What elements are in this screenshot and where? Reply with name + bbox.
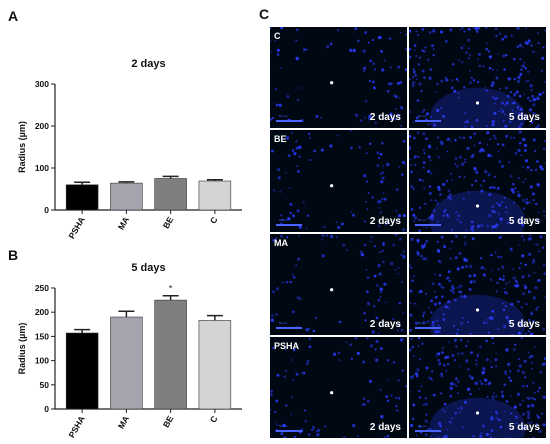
y-tick-label: 0 <box>44 404 49 414</box>
micrograph-ma-5d: 5 days 50 µm <box>409 233 546 335</box>
y-tick-label: 0 <box>44 205 49 215</box>
center-marker <box>330 184 334 188</box>
chart-title: 5 days <box>131 262 165 274</box>
panel-label-b: B <box>8 247 19 263</box>
y-axis-label: Radius (µm) <box>17 121 27 173</box>
cell-nuclei-image <box>409 27 546 129</box>
row-label-be: BE <box>274 134 287 145</box>
cell-nuclei-image <box>271 130 407 232</box>
row-label-c: C <box>274 31 281 41</box>
y-tick-label: 200 <box>35 307 49 317</box>
y-tick-label: 300 <box>35 79 49 89</box>
scale-bar <box>276 326 302 329</box>
row-label-psha: PSHA <box>274 340 300 351</box>
micrograph-psha-2d: PSHA 2 days 50 µm <box>270 336 407 438</box>
bar-ma <box>110 182 143 211</box>
time-label: 5 days <box>508 215 540 227</box>
x-tick-label-c: C <box>208 215 220 225</box>
time-label: 5 days <box>508 422 540 433</box>
cell-nuclei-image <box>270 233 406 334</box>
center-marker <box>330 287 334 291</box>
scale-bar <box>276 430 302 432</box>
y-tick-label: 250 <box>35 283 49 293</box>
x-tick-label-be: BE <box>161 414 176 430</box>
x-tick-label-psha: PSHA <box>66 414 86 439</box>
scale-bar <box>415 326 441 329</box>
chart-title: 2 days <box>131 58 165 70</box>
scale-bar <box>415 223 441 226</box>
bar-c <box>198 320 232 410</box>
bar-psha <box>65 184 99 211</box>
scale-bar-label: 50 µm <box>418 320 427 325</box>
time-label: 2 days <box>369 215 401 227</box>
micrograph-c-5d: 5 days 50 µm <box>409 27 546 129</box>
scale-bar <box>276 120 302 123</box>
micrograph-ma-2d: MA 2 days 50 µm <box>270 233 407 335</box>
scale-bar-label: 50 µm <box>418 217 427 222</box>
time-label: 5 days <box>508 318 540 330</box>
bar-be <box>154 299 187 410</box>
cell-nuclei-image <box>409 234 546 335</box>
time-label: 2 days <box>369 422 401 433</box>
micrograph-c-2d: C 2 days 50 µm <box>270 27 407 129</box>
panel-label-c: C <box>259 6 270 22</box>
row-label-ma: MA <box>274 237 288 248</box>
y-tick-label: 150 <box>35 331 49 341</box>
micrograph-be-5d: 5 days 50 µm <box>409 130 546 232</box>
scale-bar <box>415 120 441 123</box>
y-tick-label: 200 <box>35 121 49 131</box>
y-tick-label: 50 <box>40 380 50 390</box>
center-marker <box>330 81 334 85</box>
x-tick-label-c: C <box>208 414 220 424</box>
scale-bar-label: 50 µm <box>279 320 288 325</box>
scale-bar-label: 50 µm <box>279 217 288 222</box>
cell-nuclei-image <box>409 336 546 438</box>
x-tick-label-be: BE <box>161 215 176 231</box>
bar-chart-5-days: 5 days Radius (µm) 0 50 100 150 200 250 PSHA MA BE… <box>17 262 242 439</box>
y-axis-label: Radius (µm) <box>17 323 27 375</box>
center-marker <box>475 101 480 105</box>
bar-chart-2-days: 2 days Radius (µm) 0 100 200 300 PSHA MA BE C <box>17 58 242 240</box>
cell-nuclei-image <box>409 130 546 232</box>
y-tick-label: 100 <box>35 356 49 366</box>
micrograph-psha-5d: 5 days 50 µm <box>409 336 546 438</box>
scale-bar-label: 50 µm <box>418 424 427 428</box>
x-tick-label-psha: PSHA <box>66 215 86 240</box>
center-marker <box>475 204 480 208</box>
cell-nuclei-image <box>270 27 407 127</box>
micrograph-be-2d: BE 2 days 50 µm <box>270 130 407 232</box>
scale-bar <box>415 430 441 432</box>
center-marker <box>330 390 334 395</box>
scale-bar-label: 50 µm <box>279 114 288 119</box>
x-tick-label-ma: MA <box>116 215 131 231</box>
scale-bar-label: 50 µm <box>418 114 427 119</box>
center-marker <box>475 411 480 415</box>
panel-label-a: A <box>8 8 19 24</box>
scale-bar-label: 50 µm <box>279 424 288 428</box>
center-marker <box>475 307 480 312</box>
bar-c <box>198 180 232 211</box>
bar-be <box>154 178 187 211</box>
time-label: 2 days <box>369 112 401 124</box>
significance-mark: * <box>169 284 173 294</box>
time-label: 2 days <box>369 318 401 330</box>
scale-bar <box>276 223 302 226</box>
bar-psha <box>65 332 99 410</box>
cell-nuclei-image <box>270 336 407 438</box>
time-label: 5 days <box>508 112 540 124</box>
x-tick-label-ma: MA <box>116 414 131 430</box>
bar-ma <box>110 316 143 410</box>
y-tick-label: 100 <box>35 163 49 173</box>
